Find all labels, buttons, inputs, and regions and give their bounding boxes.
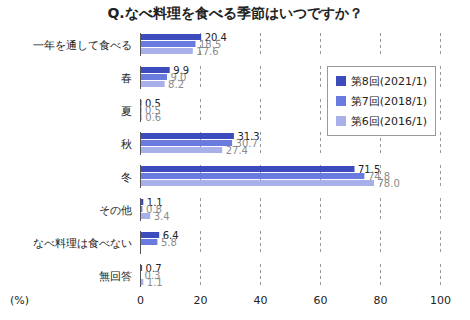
svg-text:夏: 夏 <box>121 105 132 118</box>
html-text:第6回(2016/1): 第6回(2016/1) <box>350 114 427 128</box>
svg-text:9.0: 9.0 <box>170 71 187 83</box>
svg-text:0.3: 0.3 <box>144 269 161 281</box>
svg-text:一年を通して食べる: 一年を通して食べる <box>33 39 132 52</box>
svg-text:74.8: 74.8 <box>367 170 391 182</box>
svg-text:0: 0 <box>137 294 144 307</box>
svg-text:6.4: 6.4 <box>162 229 179 241</box>
svg-text:18.5: 18.5 <box>199 38 222 50</box>
svg-text:80: 80 <box>374 294 388 307</box>
svg-text:春: 春 <box>121 72 132 85</box>
svg-text:0.7: 0.7 <box>145 262 162 274</box>
svg-text:0.5: 0.5 <box>145 97 161 109</box>
svg-text:17.6: 17.6 <box>196 46 218 57</box>
svg-text:78.0: 78.0 <box>378 178 400 189</box>
svg-text:その他: その他 <box>99 204 132 217</box>
svg-text:1.1: 1.1 <box>147 277 163 288</box>
svg-text:0.8: 0.8 <box>145 203 162 215</box>
svg-text:なべ料理は食べない: なべ料理は食べない <box>33 237 132 250</box>
svg-text:3.4: 3.4 <box>154 211 170 222</box>
svg-text:100: 100 <box>430 294 451 307</box>
svg-text:20.4: 20.4 <box>204 31 227 43</box>
svg-text:無回答: 無回答 <box>99 270 132 283</box>
svg-text:8.2: 8.2 <box>168 79 184 90</box>
svg-text:30.7: 30.7 <box>235 137 258 149</box>
svg-text:1.1: 1.1 <box>146 196 163 208</box>
svg-text:秋: 秋 <box>121 138 132 151</box>
svg-text:冬: 冬 <box>121 171 132 184</box>
html-text:第7回(2018/1): 第7回(2018/1) <box>350 94 427 108</box>
html-text:Q.なべ料理を食べる季節はいつですか？: Q.なべ料理を食べる季節はいつですか？ <box>107 5 363 21</box>
svg-text:40: 40 <box>254 294 268 307</box>
svg-text:31.3: 31.3 <box>237 130 260 142</box>
svg-text:0.6: 0.6 <box>145 112 161 123</box>
svg-text:71.5: 71.5 <box>358 163 381 175</box>
svg-text:0.5: 0.5 <box>145 104 161 116</box>
svg-text:60: 60 <box>314 294 328 307</box>
html-text:第8回(2021/1): 第8回(2021/1) <box>350 74 427 88</box>
svg-text:9.9: 9.9 <box>173 64 190 76</box>
svg-text:20: 20 <box>194 294 208 307</box>
svg-text:27.4: 27.4 <box>226 145 248 156</box>
svg-text:5.8: 5.8 <box>161 237 177 248</box>
